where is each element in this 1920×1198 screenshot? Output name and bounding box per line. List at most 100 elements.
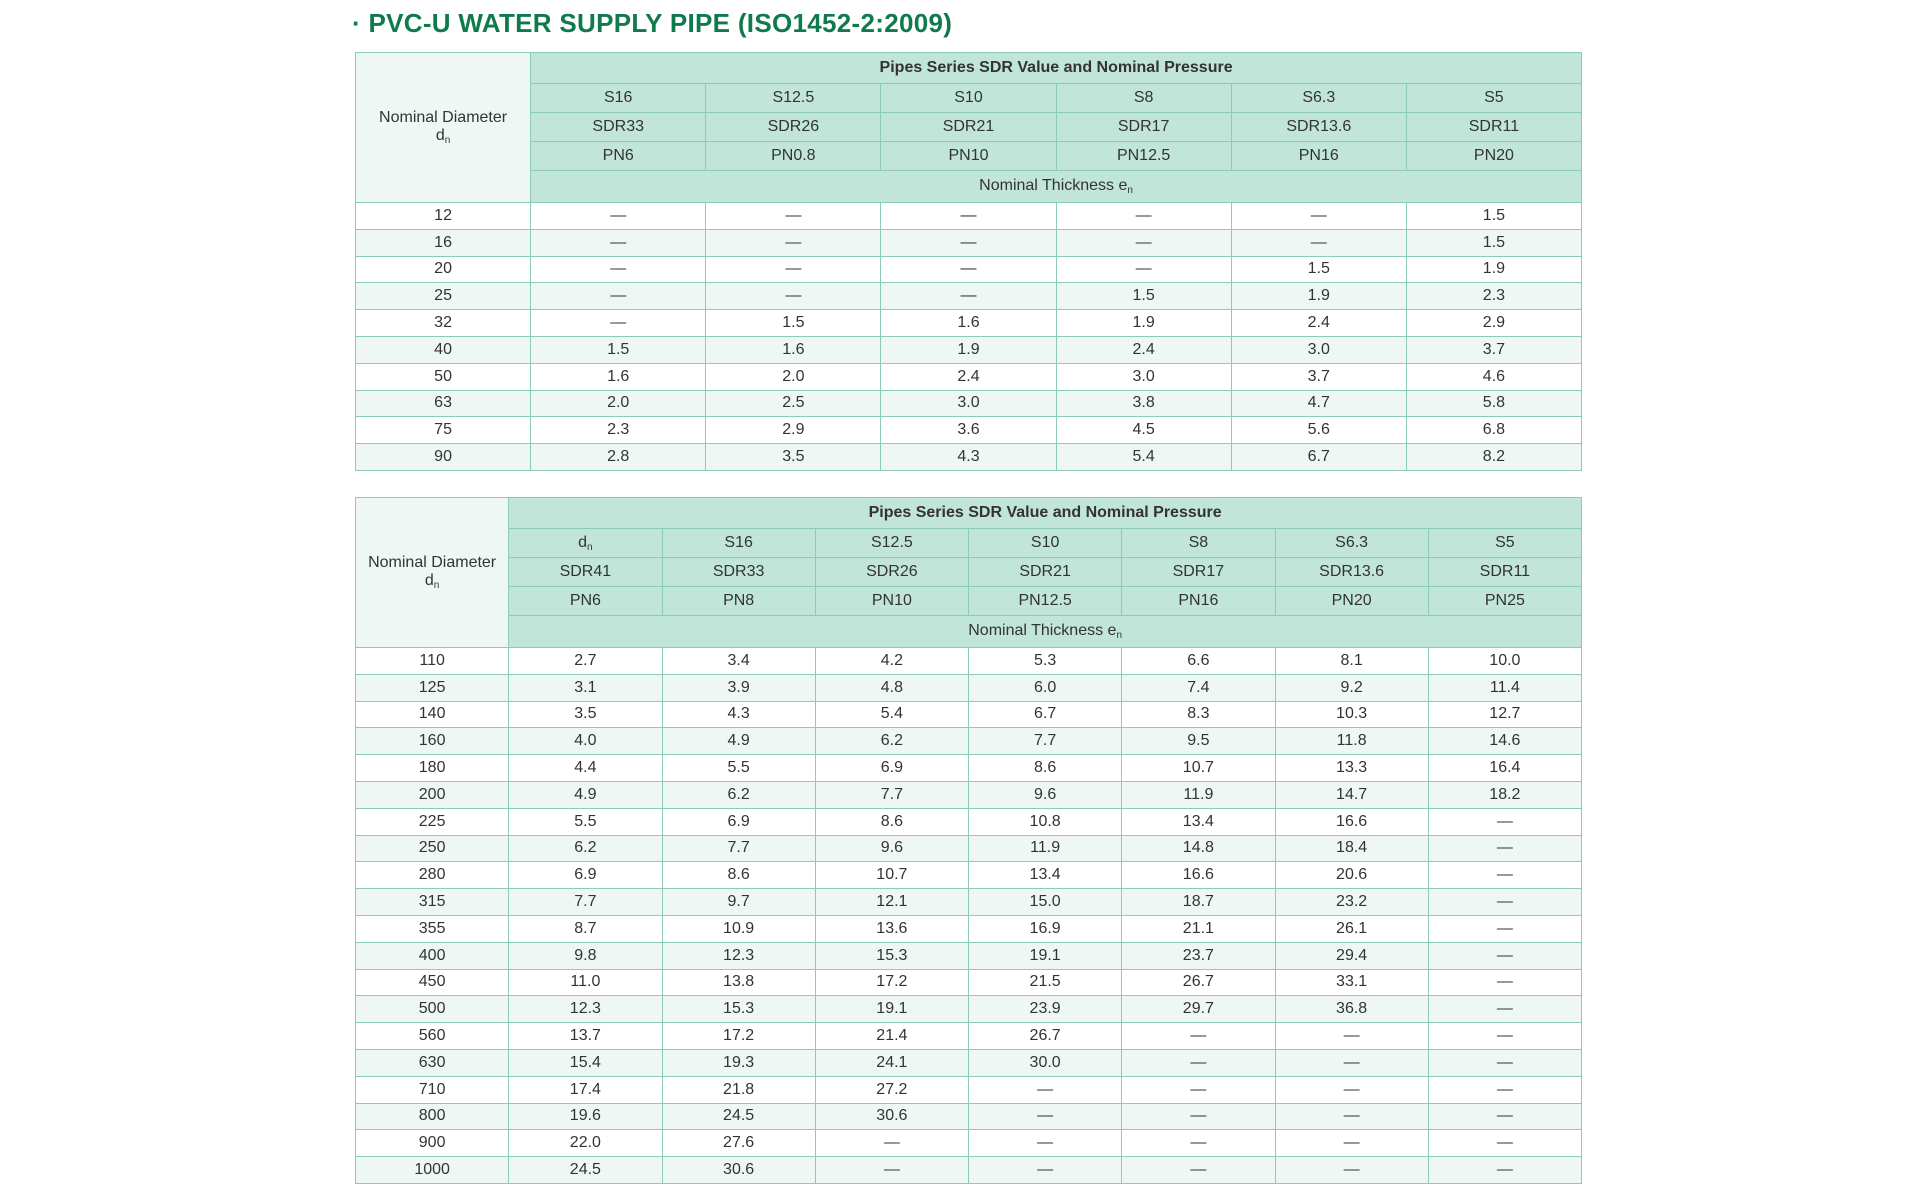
header-cell: PN16: [1121, 586, 1276, 616]
thickness-cell: 7.4: [1121, 673, 1276, 702]
header-cell: SDR41: [508, 557, 663, 587]
diameter-cell: 140: [354, 700, 510, 729]
header-cell: SDR17: [1121, 557, 1276, 587]
header-cell: S5: [1427, 528, 1583, 558]
thickness-cell: 17.2: [814, 968, 970, 997]
thickness-cell: 19.1: [814, 995, 970, 1024]
header-cell: S6.3: [1230, 83, 1407, 113]
thickness-cell: —: [1121, 1048, 1276, 1077]
thickness-cell: 9.7: [661, 888, 816, 916]
thickness-cell: 26.7: [967, 1022, 1123, 1050]
thickness-cell: 23.7: [1121, 941, 1276, 970]
diameter-cell: 25: [354, 282, 532, 311]
thickness-cell: —: [1274, 1102, 1429, 1131]
header-row: Nominal Thickness en: [356, 170, 1582, 203]
thickness-cell: —: [1121, 1022, 1276, 1050]
thickness-cell: —: [1427, 995, 1583, 1024]
thickness-cell: 22.0: [508, 1129, 663, 1158]
thickness-label: Nominal Thickness e: [979, 177, 1128, 194]
thickness-cell: —: [1427, 968, 1583, 997]
header-cell: PN20: [1274, 586, 1429, 616]
thickness-cell: —: [1274, 1048, 1429, 1077]
thickness-cell: 3.0: [1230, 335, 1407, 364]
thickness-cell: 11.8: [1274, 727, 1429, 756]
data-row: 110 2.7 3.4 4.2 5.3 6.6 8.1 10.0: [354, 647, 1583, 675]
thickness-cell: —: [1121, 1156, 1276, 1184]
data-row: 200 4.9 6.2 7.7 9.6 11.9 14.7 18.2: [354, 780, 1583, 809]
header-cell: PN25: [1427, 586, 1583, 616]
thickness-cell: 2.3: [530, 416, 707, 445]
thickness-cell: 33.1: [1274, 968, 1429, 997]
thickness-cell: —: [1274, 1022, 1429, 1050]
thickness-cell: 30.6: [814, 1102, 970, 1131]
thickness-cell: 6.7: [967, 700, 1123, 729]
data-row: 560 13.7 17.2 21.4 26.7— — —: [354, 1022, 1583, 1050]
data-row: 140 3.5 4.3 5.4 6.7 8.3 10.3 12.7: [354, 700, 1583, 729]
thickness-cell: 3.7: [1230, 362, 1407, 391]
thickness-cell: 29.4: [1274, 941, 1429, 970]
thickness-cell: 19.6: [508, 1102, 663, 1131]
thickness-cell: —: [880, 255, 1057, 284]
thickness-cell: 3.7: [1405, 335, 1583, 364]
thickness-cell: 2.9: [1405, 309, 1583, 337]
thickness-cell: 10.9: [661, 914, 816, 943]
diameter-cell: 225: [354, 807, 510, 836]
thickness-cell: 26.1: [1274, 914, 1429, 943]
thickness-cell: 9.6: [967, 780, 1123, 809]
header-cell: PN6: [530, 141, 707, 171]
header-row: Nominal Diameter dn Pipes Series SDR Value…: [354, 497, 1582, 648]
thickness-cell: 21.1: [1121, 914, 1276, 943]
thickness-cell: 15.3: [661, 995, 816, 1024]
header-cell: SDR11: [1427, 557, 1583, 587]
diameter-cell: 110: [354, 647, 510, 675]
header-cell: SDR17: [1055, 112, 1232, 142]
thickness-cell: 5.8: [1405, 389, 1583, 418]
thickness-cell: 19.1: [967, 941, 1123, 970]
diameter-cell: 355: [354, 914, 510, 943]
thickness-cell: 7.7: [508, 888, 663, 916]
thickness-cell: 4.3: [880, 443, 1057, 471]
thickness-cell: 4.5: [1055, 416, 1232, 445]
thickness-cell: 18.4: [1274, 834, 1429, 863]
thickness-cell: 16.6: [1121, 861, 1276, 890]
header-cell: PN8: [661, 586, 816, 616]
thickness-subscript: n: [1127, 185, 1133, 196]
thickness-cell: 1.5: [1405, 202, 1583, 230]
thickness-cell: 12.7: [1427, 700, 1583, 729]
data-row: 25— — —1.5 1.9 2.3: [354, 282, 1583, 311]
thickness-table: Nominal Diameter dn Pipes Series SDR Value…: [354, 497, 1583, 1184]
thickness-cell: 1.9: [1055, 309, 1232, 337]
thickness-cell: —: [1427, 1129, 1583, 1158]
header-cell: dn: [508, 528, 663, 558]
header-cell: SDR21: [967, 557, 1123, 587]
thickness-cell: —: [1121, 1129, 1276, 1158]
thickness-cell: —: [1274, 1129, 1429, 1158]
thickness-cell: 3.0: [880, 389, 1057, 418]
thickness-cell: —: [967, 1102, 1123, 1131]
thickness-cell: 7.7: [967, 727, 1123, 756]
corner-cell: Nominal Diameter dn: [354, 497, 510, 648]
header-row: dn S16 S12.5 S10 S8 S6.3 S5: [356, 528, 1583, 558]
thickness-cell: 1.5: [1055, 282, 1232, 311]
thickness-cell: 3.5: [508, 700, 663, 729]
thickness-cell: —: [1427, 1048, 1583, 1077]
thickness-cell: 21.5: [967, 968, 1123, 997]
diameter-cell: 800: [354, 1102, 510, 1131]
thickness-cell: 11.9: [967, 834, 1123, 863]
thickness-cell: 8.3: [1121, 700, 1276, 729]
thickness-cell: 3.5: [705, 443, 882, 471]
thickness-cell: 6.9: [661, 807, 816, 836]
thickness-cell: 10.0: [1427, 647, 1583, 675]
thickness-cell: 7.7: [814, 780, 970, 809]
header-row: S16 S12.5 S10 S8 S6.3 S5: [356, 83, 1583, 113]
thickness-cell: 10.7: [1121, 754, 1276, 782]
data-row: 16— — — — —1.5: [354, 228, 1583, 257]
diameter-cell: 315: [354, 888, 510, 916]
thickness-cell: 17.4: [508, 1075, 663, 1104]
thickness-cell: —: [1055, 202, 1232, 230]
thickness-cell: —: [530, 309, 707, 337]
thickness-cell: 1.6: [705, 335, 882, 364]
thickness-cell: 11.0: [508, 968, 663, 997]
diameter-cell: 180: [354, 754, 510, 782]
header-row: PN6 PN8 PN10 PN12.5 PN16 PN20 PN25: [356, 586, 1583, 616]
